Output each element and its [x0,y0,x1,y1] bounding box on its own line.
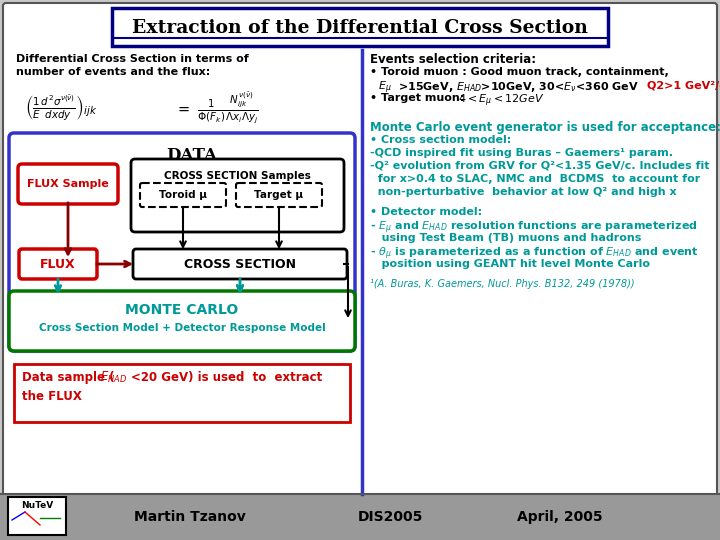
FancyBboxPatch shape [9,133,355,351]
Text: <20 GeV) is used  to  extract: <20 GeV) is used to extract [131,370,323,383]
Text: Extraction of the Differential Cross Section: Extraction of the Differential Cross Sec… [132,19,588,37]
Text: $\mathit{E}_{HAD}$: $\mathit{E}_{HAD}$ [100,369,127,384]
FancyBboxPatch shape [131,159,344,232]
Text: the FLUX: the FLUX [22,390,82,403]
Text: >15GeV, $E_{HAD}$>10GeV, 30<$E_\nu$<360 GeV: >15GeV, $E_{HAD}$>10GeV, 30<$E_\nu$<360 … [398,80,639,94]
Text: DATA: DATA [166,146,217,164]
Text: • Toroid muon : Good muon track, containment,: • Toroid muon : Good muon track, contain… [370,67,669,77]
FancyBboxPatch shape [3,3,717,497]
Text: number of events and the flux:: number of events and the flux: [16,67,210,77]
Text: MONTE CARLO: MONTE CARLO [125,303,238,317]
FancyBboxPatch shape [9,291,355,351]
Text: Cross Section Model + Detector Response Model: Cross Section Model + Detector Response … [39,323,325,333]
Text: DIS2005: DIS2005 [357,510,423,524]
Text: - $E_\mu$ and $E_{HAD}$ resolution functions are parameterized: - $E_\mu$ and $E_{HAD}$ resolution funct… [370,220,698,237]
Bar [0,494,720,540]
Text: Martin Tzanov: Martin Tzanov [134,510,246,524]
Text: ¹(A. Buras, K. Gaemers, Nucl. Phys. B132, 249 (1978)): ¹(A. Buras, K. Gaemers, Nucl. Phys. B132… [370,279,634,289]
Text: non-perturbative  behavior at low Q² and high x: non-perturbative behavior at low Q² and … [370,187,677,197]
Text: using Test Beam (TB) muons and hadrons: using Test Beam (TB) muons and hadrons [370,233,642,243]
Text: Q2>1 GeV²/c²: Q2>1 GeV²/c² [647,80,720,90]
Text: CROSS SECTION: CROSS SECTION [184,258,296,271]
Text: $=\ \frac{1}{\Phi(F_k)}\frac{N^{\nu(\bar{\nu})}_{ijk}}{\Lambda x_i\Lambda y_j}$: $=\ \frac{1}{\Phi(F_k)}\frac{N^{\nu(\bar… [175,90,258,126]
FancyBboxPatch shape [236,183,322,207]
Text: • Detector model:: • Detector model: [370,207,482,217]
Text: Events selection criteria:: Events selection criteria: [370,53,536,66]
Text: Monte Carlo event generator is used for acceptance:: Monte Carlo event generator is used for … [370,121,720,134]
FancyBboxPatch shape [133,249,347,279]
Text: - $\theta_\mu$ is parameterized as a function of $E_{HAD}$ and event: - $\theta_\mu$ is parameterized as a fun… [370,246,699,262]
FancyBboxPatch shape [18,164,118,204]
Text: Target μ: Target μ [254,190,304,200]
FancyBboxPatch shape [112,8,608,46]
Text: NuTeV: NuTeV [21,502,53,510]
Text: FLUX: FLUX [40,258,76,271]
Text: for x>0.4 to SLAC, NMC and  BCDMS  to account for: for x>0.4 to SLAC, NMC and BCDMS to acco… [370,174,701,184]
Text: • Target muon:: • Target muon: [370,93,468,103]
Text: $4<E_\mu<12GeV$: $4<E_\mu<12GeV$ [458,93,544,110]
FancyBboxPatch shape [140,183,226,207]
Text: • Cross section model:: • Cross section model: [370,135,511,145]
Text: CROSS SECTION Samples: CROSS SECTION Samples [163,171,310,181]
Text: position using GEANT hit level Monte Carlo: position using GEANT hit level Monte Car… [370,259,650,269]
FancyBboxPatch shape [8,497,66,535]
Text: Toroid μ: Toroid μ [159,190,207,200]
Text: Data sample (: Data sample ( [22,370,114,383]
Text: -QCD inspired fit using Buras – Gaemers¹ param.: -QCD inspired fit using Buras – Gaemers¹… [370,148,673,158]
FancyBboxPatch shape [19,249,97,279]
FancyBboxPatch shape [14,364,350,422]
Text: FLUX Sample: FLUX Sample [27,179,109,189]
Text: $E_\mu$: $E_\mu$ [378,80,392,97]
Text: $\left(\frac{1}{E}\frac{d^2\sigma^{\nu(\bar{\nu})}}{dxdy}\right)_{ijk}$: $\left(\frac{1}{E}\frac{d^2\sigma^{\nu(\… [25,93,98,123]
Text: -Q² evolution from GRV for Q²<1.35 GeV/c. Includes fit: -Q² evolution from GRV for Q²<1.35 GeV/c… [370,161,709,171]
Text: Differential Cross Section in terms of: Differential Cross Section in terms of [16,54,248,64]
Text: April, 2005: April, 2005 [517,510,603,524]
